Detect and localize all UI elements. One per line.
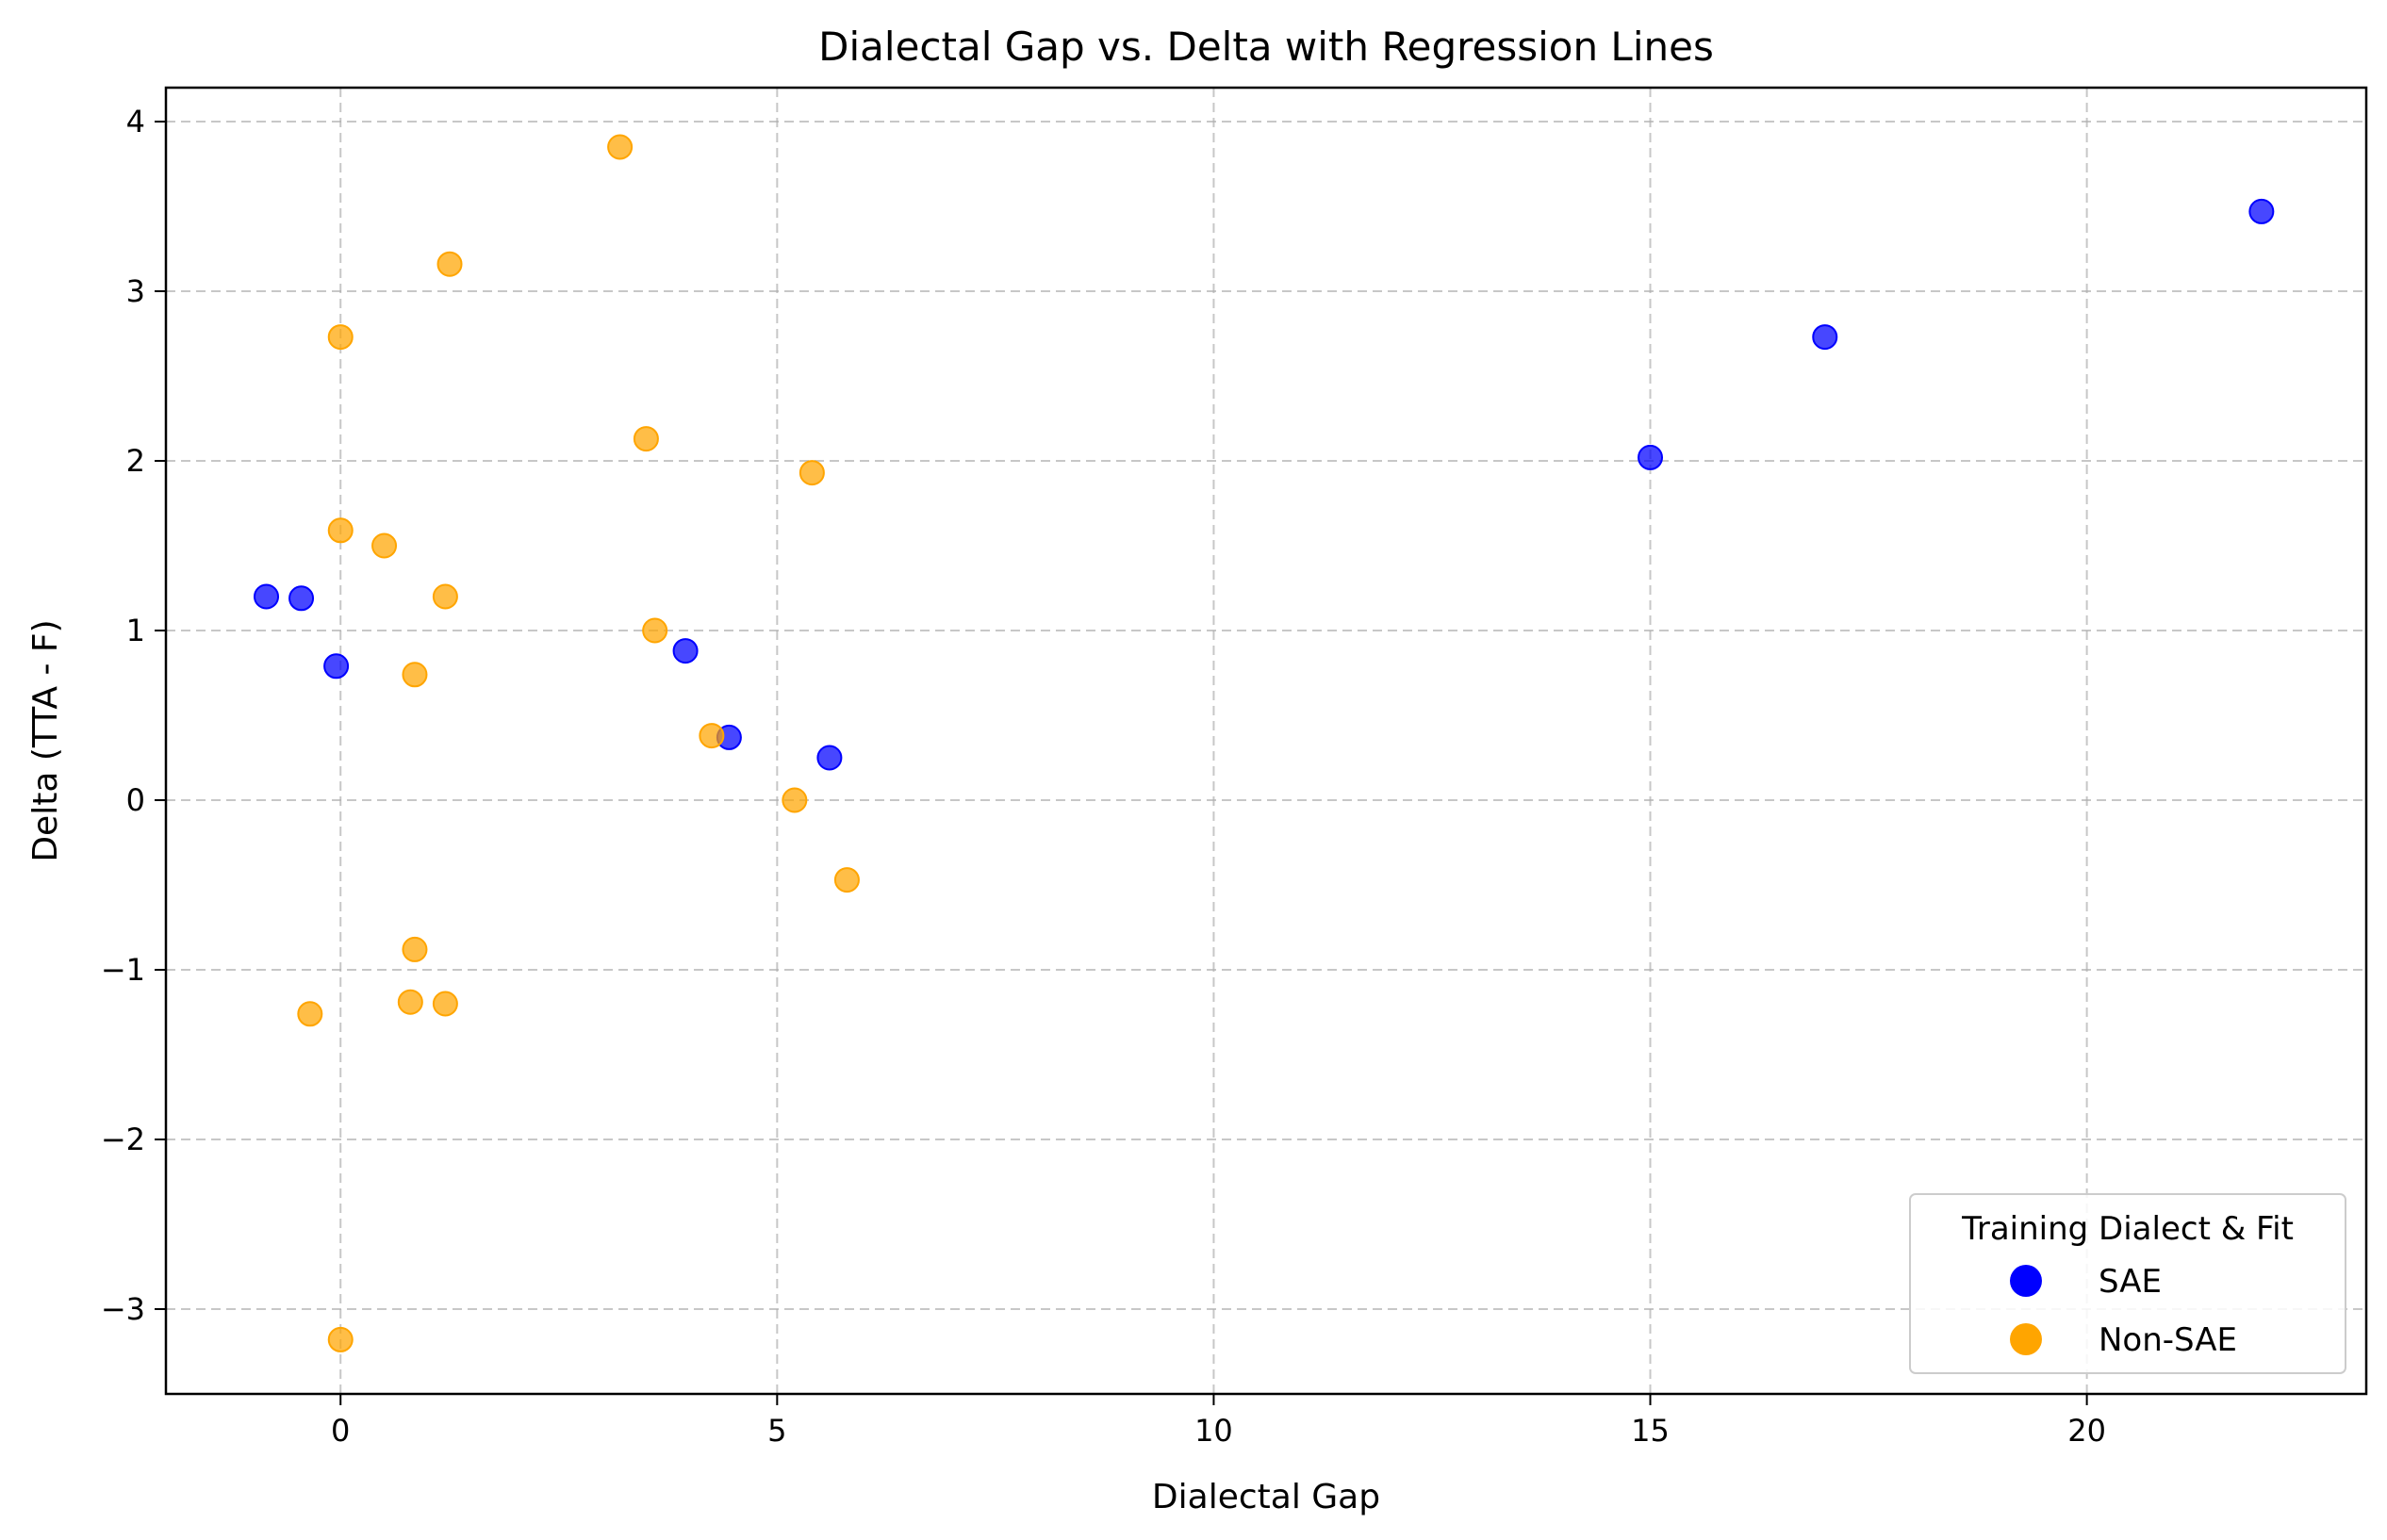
legend-marker xyxy=(2010,1323,2042,1355)
legend-marker xyxy=(2010,1265,2042,1297)
data-point xyxy=(402,936,428,962)
data-point xyxy=(436,251,463,277)
legend: Training Dialect & Fit SAE Non-SAE xyxy=(1909,1193,2346,1374)
data-point xyxy=(782,787,808,813)
legend-label: SAE xyxy=(2099,1263,2162,1301)
data-point xyxy=(432,991,458,1017)
series-sae xyxy=(254,198,2275,771)
x-tick-label: 15 xyxy=(1631,1413,1670,1449)
y-tick-label: 3 xyxy=(126,273,145,309)
data-point xyxy=(1638,444,1664,470)
data-point xyxy=(323,653,350,680)
data-point xyxy=(2248,198,2275,224)
data-point xyxy=(633,426,659,452)
series-non-sae xyxy=(297,134,860,1352)
data-point xyxy=(254,583,280,610)
y-tick-label: −3 xyxy=(101,1291,145,1327)
y-tick-label: 4 xyxy=(126,104,145,139)
data-point xyxy=(699,723,725,749)
data-point xyxy=(327,517,354,544)
data-point xyxy=(432,583,458,610)
y-tick-label: −2 xyxy=(101,1122,145,1157)
legend-items: SAE Non-SAE xyxy=(2010,1263,2237,1359)
legend-label: Non-SAE xyxy=(2099,1321,2237,1359)
y-tick-label: 1 xyxy=(126,613,145,648)
data-point xyxy=(297,1001,323,1027)
y-tick-label: −1 xyxy=(101,952,145,988)
x-axis-label: Dialectal Gap xyxy=(1152,1478,1380,1516)
x-tick-label: 5 xyxy=(767,1413,786,1449)
y-tick-label: 2 xyxy=(126,443,145,479)
x-tick-label: 10 xyxy=(1194,1413,1233,1449)
data-point xyxy=(397,989,423,1015)
plot-frame xyxy=(164,86,2368,1396)
data-point xyxy=(371,532,398,559)
data-point xyxy=(288,585,315,612)
data-point xyxy=(798,460,825,486)
data-points xyxy=(254,134,2275,1352)
chart-title: Dialectal Gap vs. Delta with Regression … xyxy=(818,24,1714,70)
data-point xyxy=(327,1326,354,1352)
data-point xyxy=(642,617,668,644)
x-tick-label: 0 xyxy=(331,1413,350,1449)
data-point xyxy=(607,134,634,160)
y-axis-label: Delta (TTA - F) xyxy=(26,619,65,861)
data-point xyxy=(327,324,354,351)
data-point xyxy=(402,662,428,688)
x-tick-label: 20 xyxy=(2067,1413,2106,1449)
data-point xyxy=(672,638,699,664)
legend-title: Training Dialect & Fit xyxy=(1961,1210,2294,1248)
data-point xyxy=(816,745,843,771)
y-tick-label: 0 xyxy=(126,782,145,818)
axis-ticks: 0 5 10 15 20 −3 −2 −1 0 1 2 3 4 xyxy=(101,104,2106,1449)
data-point xyxy=(833,867,860,893)
data-point xyxy=(1812,324,1838,351)
